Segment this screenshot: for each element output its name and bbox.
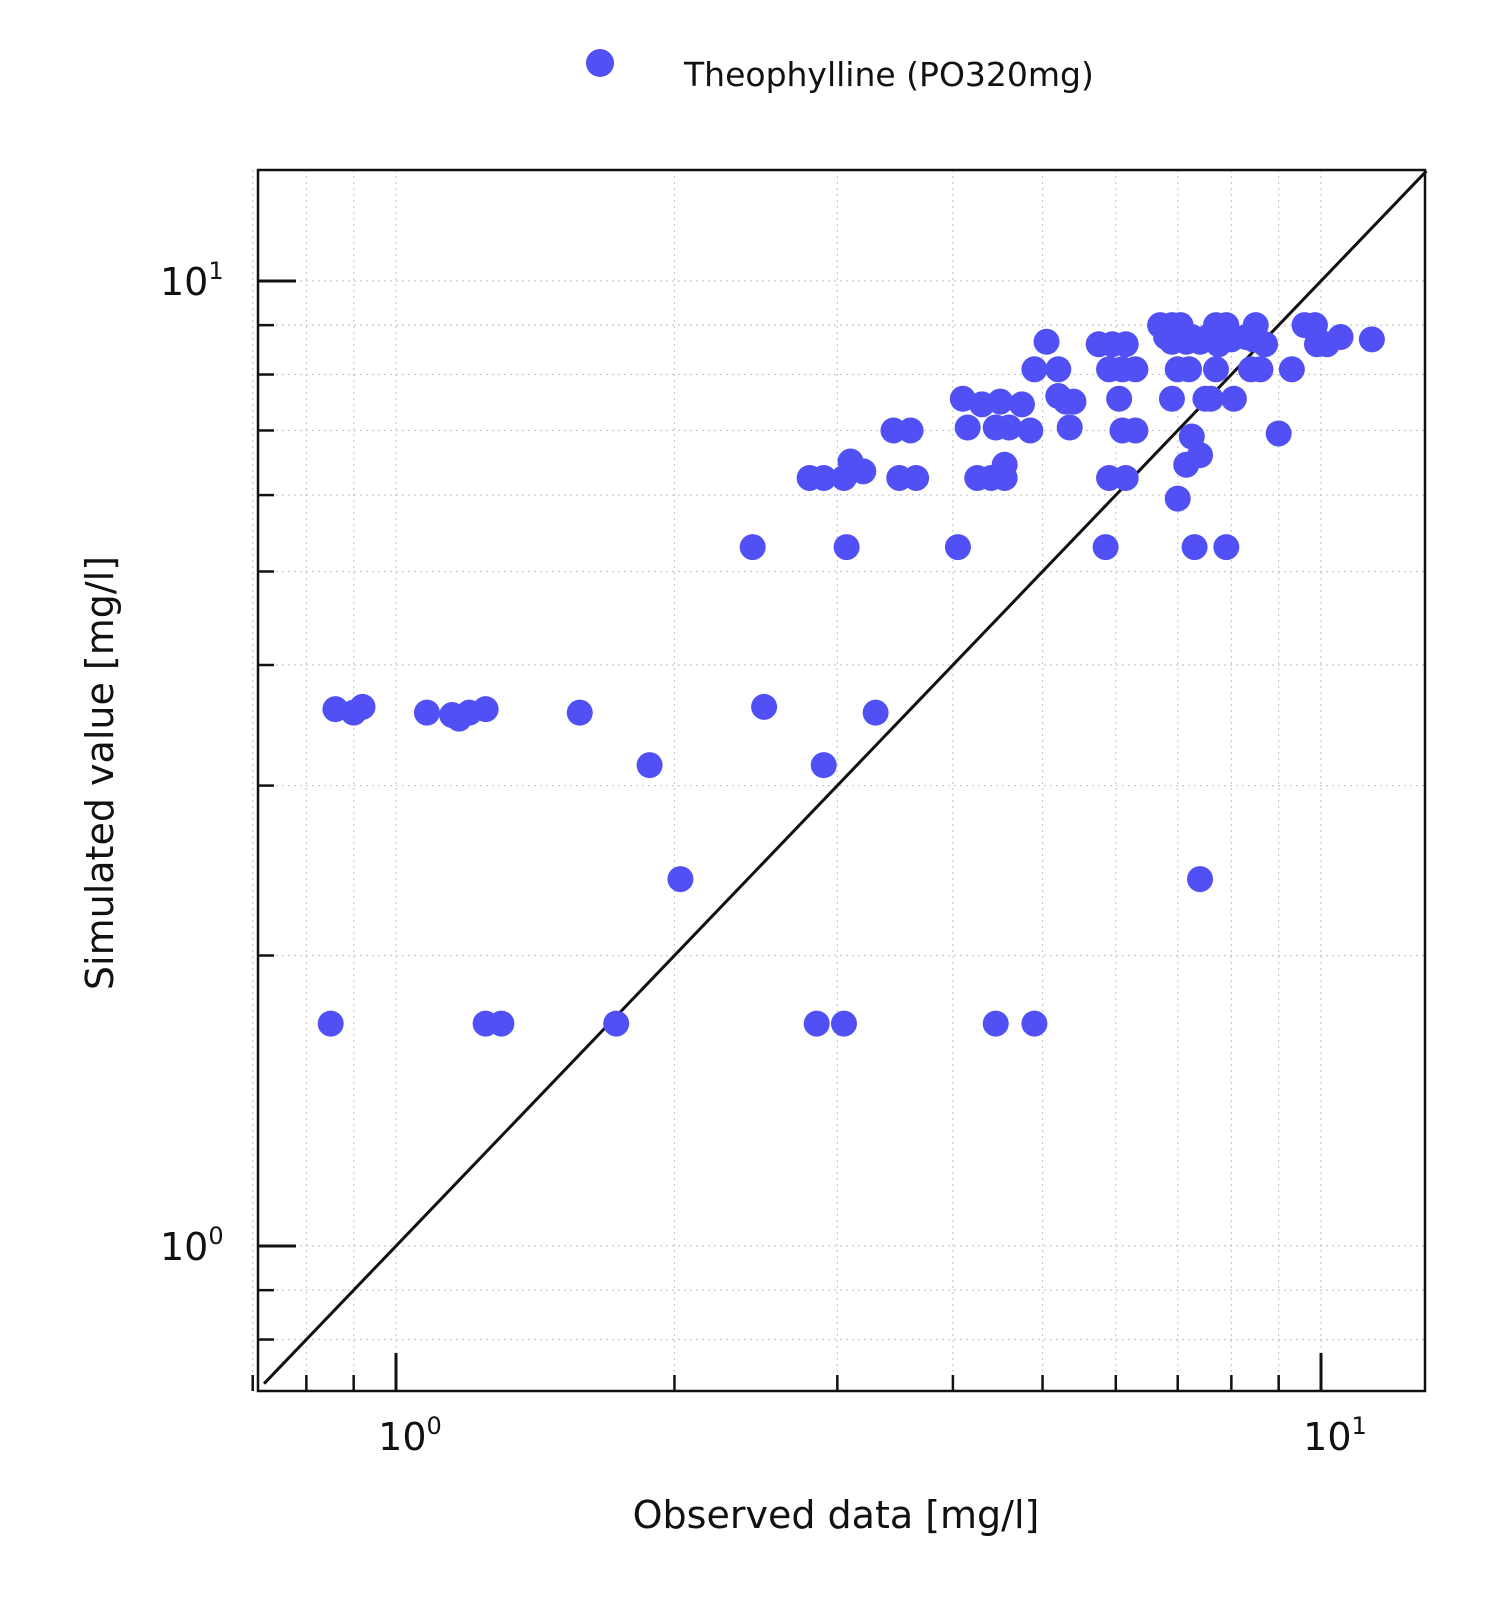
data-point bbox=[1092, 534, 1119, 561]
data-point bbox=[830, 1010, 857, 1037]
data-point bbox=[897, 417, 924, 444]
data-point bbox=[472, 696, 499, 723]
data-point bbox=[1167, 312, 1194, 339]
data-point bbox=[996, 414, 1023, 441]
data-point bbox=[751, 693, 778, 720]
data-point bbox=[413, 699, 440, 726]
data-point bbox=[1122, 356, 1149, 383]
data-point bbox=[566, 699, 593, 726]
data-point bbox=[833, 534, 860, 561]
y-tick-label-1: 101 bbox=[160, 257, 224, 304]
data-point bbox=[850, 458, 877, 485]
data-point bbox=[1220, 385, 1247, 412]
data-point bbox=[1242, 312, 1269, 339]
data-point bbox=[1278, 356, 1305, 383]
data-point bbox=[667, 866, 694, 893]
data-point bbox=[1056, 414, 1083, 441]
data-point bbox=[1112, 331, 1139, 358]
data-point bbox=[1181, 534, 1208, 561]
data-point bbox=[862, 699, 889, 726]
data-point bbox=[1213, 312, 1240, 339]
data-point bbox=[1021, 356, 1048, 383]
data-point bbox=[944, 534, 971, 561]
data-point bbox=[987, 388, 1014, 415]
data-point bbox=[1265, 420, 1292, 447]
data-point bbox=[1164, 485, 1191, 512]
data-point bbox=[1327, 323, 1354, 350]
legend: Theophylline (PO320mg) bbox=[586, 49, 1094, 94]
data-point bbox=[1017, 417, 1044, 444]
x-tick-label-0: 100 bbox=[378, 1412, 442, 1459]
data-point bbox=[739, 534, 766, 561]
data-point bbox=[954, 414, 981, 441]
data-point bbox=[1112, 464, 1139, 491]
y-tick-label-0: 100 bbox=[160, 1222, 224, 1269]
data-point bbox=[1301, 312, 1328, 339]
data-point bbox=[1033, 328, 1060, 355]
data-point bbox=[1213, 534, 1240, 561]
data-point bbox=[1176, 356, 1203, 383]
axis-ticks bbox=[251, 279, 1323, 1391]
data-points bbox=[317, 312, 1385, 1037]
data-point bbox=[1060, 388, 1087, 415]
data-point bbox=[1045, 356, 1072, 383]
x-axis-title: Observed data [mg/l] bbox=[633, 1493, 1040, 1537]
legend-label: Theophylline (PO320mg) bbox=[683, 55, 1094, 94]
data-point bbox=[1358, 326, 1385, 353]
data-point bbox=[603, 1010, 630, 1037]
legend-marker bbox=[586, 49, 614, 77]
data-point bbox=[991, 451, 1018, 478]
data-point bbox=[803, 1010, 830, 1037]
y-tick-labels: 100 101 bbox=[160, 257, 224, 1269]
data-point bbox=[903, 464, 930, 491]
data-point bbox=[810, 464, 837, 491]
grid bbox=[252, 170, 1425, 1391]
data-point bbox=[810, 752, 837, 779]
identity-line bbox=[262, 170, 1428, 1385]
x-tick-labels: 100 101 bbox=[378, 1412, 1367, 1459]
data-point bbox=[1122, 417, 1149, 444]
data-point bbox=[317, 1010, 344, 1037]
y-axis-title: Simulated value [mg/l] bbox=[78, 556, 122, 990]
data-point bbox=[1158, 385, 1185, 412]
data-point bbox=[1106, 385, 1133, 412]
data-point bbox=[1187, 442, 1214, 469]
data-point bbox=[1247, 356, 1274, 383]
data-point bbox=[1187, 866, 1214, 893]
data-point bbox=[1021, 1010, 1048, 1037]
x-tick-label-1: 101 bbox=[1303, 1412, 1367, 1459]
data-point bbox=[488, 1010, 515, 1037]
data-point bbox=[982, 1010, 1009, 1037]
data-point bbox=[1008, 391, 1035, 418]
data-point bbox=[1197, 385, 1224, 412]
data-point bbox=[1203, 356, 1230, 383]
data-point bbox=[349, 693, 376, 720]
data-point bbox=[636, 752, 663, 779]
plot-frame bbox=[256, 168, 1427, 1393]
